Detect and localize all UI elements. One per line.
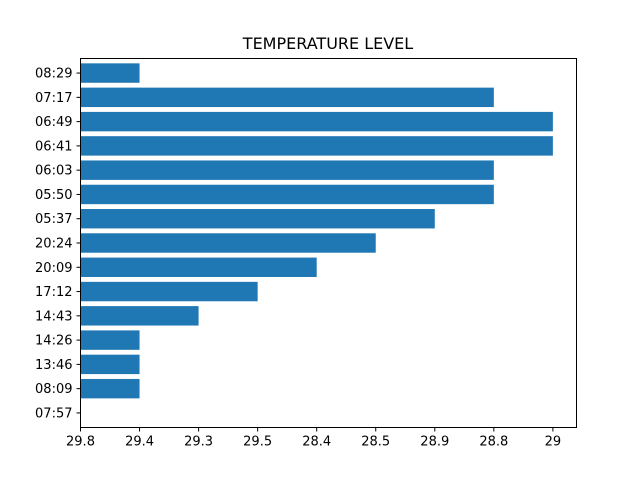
x-tick-label-6: 28.9 xyxy=(420,435,449,450)
x-tick-label-5: 28.5 xyxy=(361,435,390,450)
bar-1 xyxy=(80,378,140,399)
y-tick-label-4: 14:43 xyxy=(35,309,72,324)
bar-2 xyxy=(80,354,140,375)
y-tick-label-7: 20:24 xyxy=(35,237,72,252)
y-axis: 07:57 08:09 13:46 14:26 14:43 17:12 20:09 20:24… xyxy=(35,67,81,421)
bar-5 xyxy=(80,281,258,302)
y-tick-label-8: 05:37 xyxy=(35,212,72,227)
y-tick-label-10: 06:03 xyxy=(35,164,72,179)
plot-frame xyxy=(80,58,577,428)
bar-9 xyxy=(80,184,494,205)
bar-4 xyxy=(80,306,199,326)
y-tick-label-3: 14:26 xyxy=(35,334,72,349)
bar-12 xyxy=(80,111,553,132)
x-tick-label-4: 28.4 xyxy=(302,435,331,450)
bar-7 xyxy=(80,233,376,253)
y-tick-label-0: 07:57 xyxy=(35,406,72,421)
y-tick-label-5: 17:12 xyxy=(35,285,72,300)
x-tick-label-0: 29.8 xyxy=(66,435,95,450)
x-axis: 29.8 29.4 29.3 29.5 28.4 28.5 28.9 28.8 29 xyxy=(66,427,562,450)
bar-11 xyxy=(80,136,553,156)
bar-10 xyxy=(80,160,494,180)
x-tick-label-2: 29.3 xyxy=(184,435,213,450)
y-tick-label-6: 20:09 xyxy=(35,261,72,276)
bar-3 xyxy=(80,330,140,350)
bar-6 xyxy=(80,257,317,277)
x-tick-label-7: 28.8 xyxy=(479,435,508,450)
y-tick-label-1: 08:09 xyxy=(35,382,72,397)
x-tick-label-1: 29.4 xyxy=(125,435,154,450)
y-tick-label-2: 13:46 xyxy=(35,358,72,373)
bar-13 xyxy=(80,87,494,108)
chart-title: TEMPERATURE LEVEL xyxy=(242,34,413,53)
x-tick-label-3: 29.5 xyxy=(243,435,272,450)
y-tick-label-12: 06:49 xyxy=(35,115,72,130)
bar-14 xyxy=(80,63,140,83)
bars-group xyxy=(80,63,553,399)
y-tick-label-14: 08:29 xyxy=(35,67,72,82)
y-tick-label-9: 05:50 xyxy=(35,188,72,203)
y-tick-label-11: 06:41 xyxy=(35,139,72,154)
x-tick-label-8: 29 xyxy=(545,435,562,450)
bar-8 xyxy=(80,209,435,229)
y-tick-label-13: 07:17 xyxy=(35,91,72,106)
